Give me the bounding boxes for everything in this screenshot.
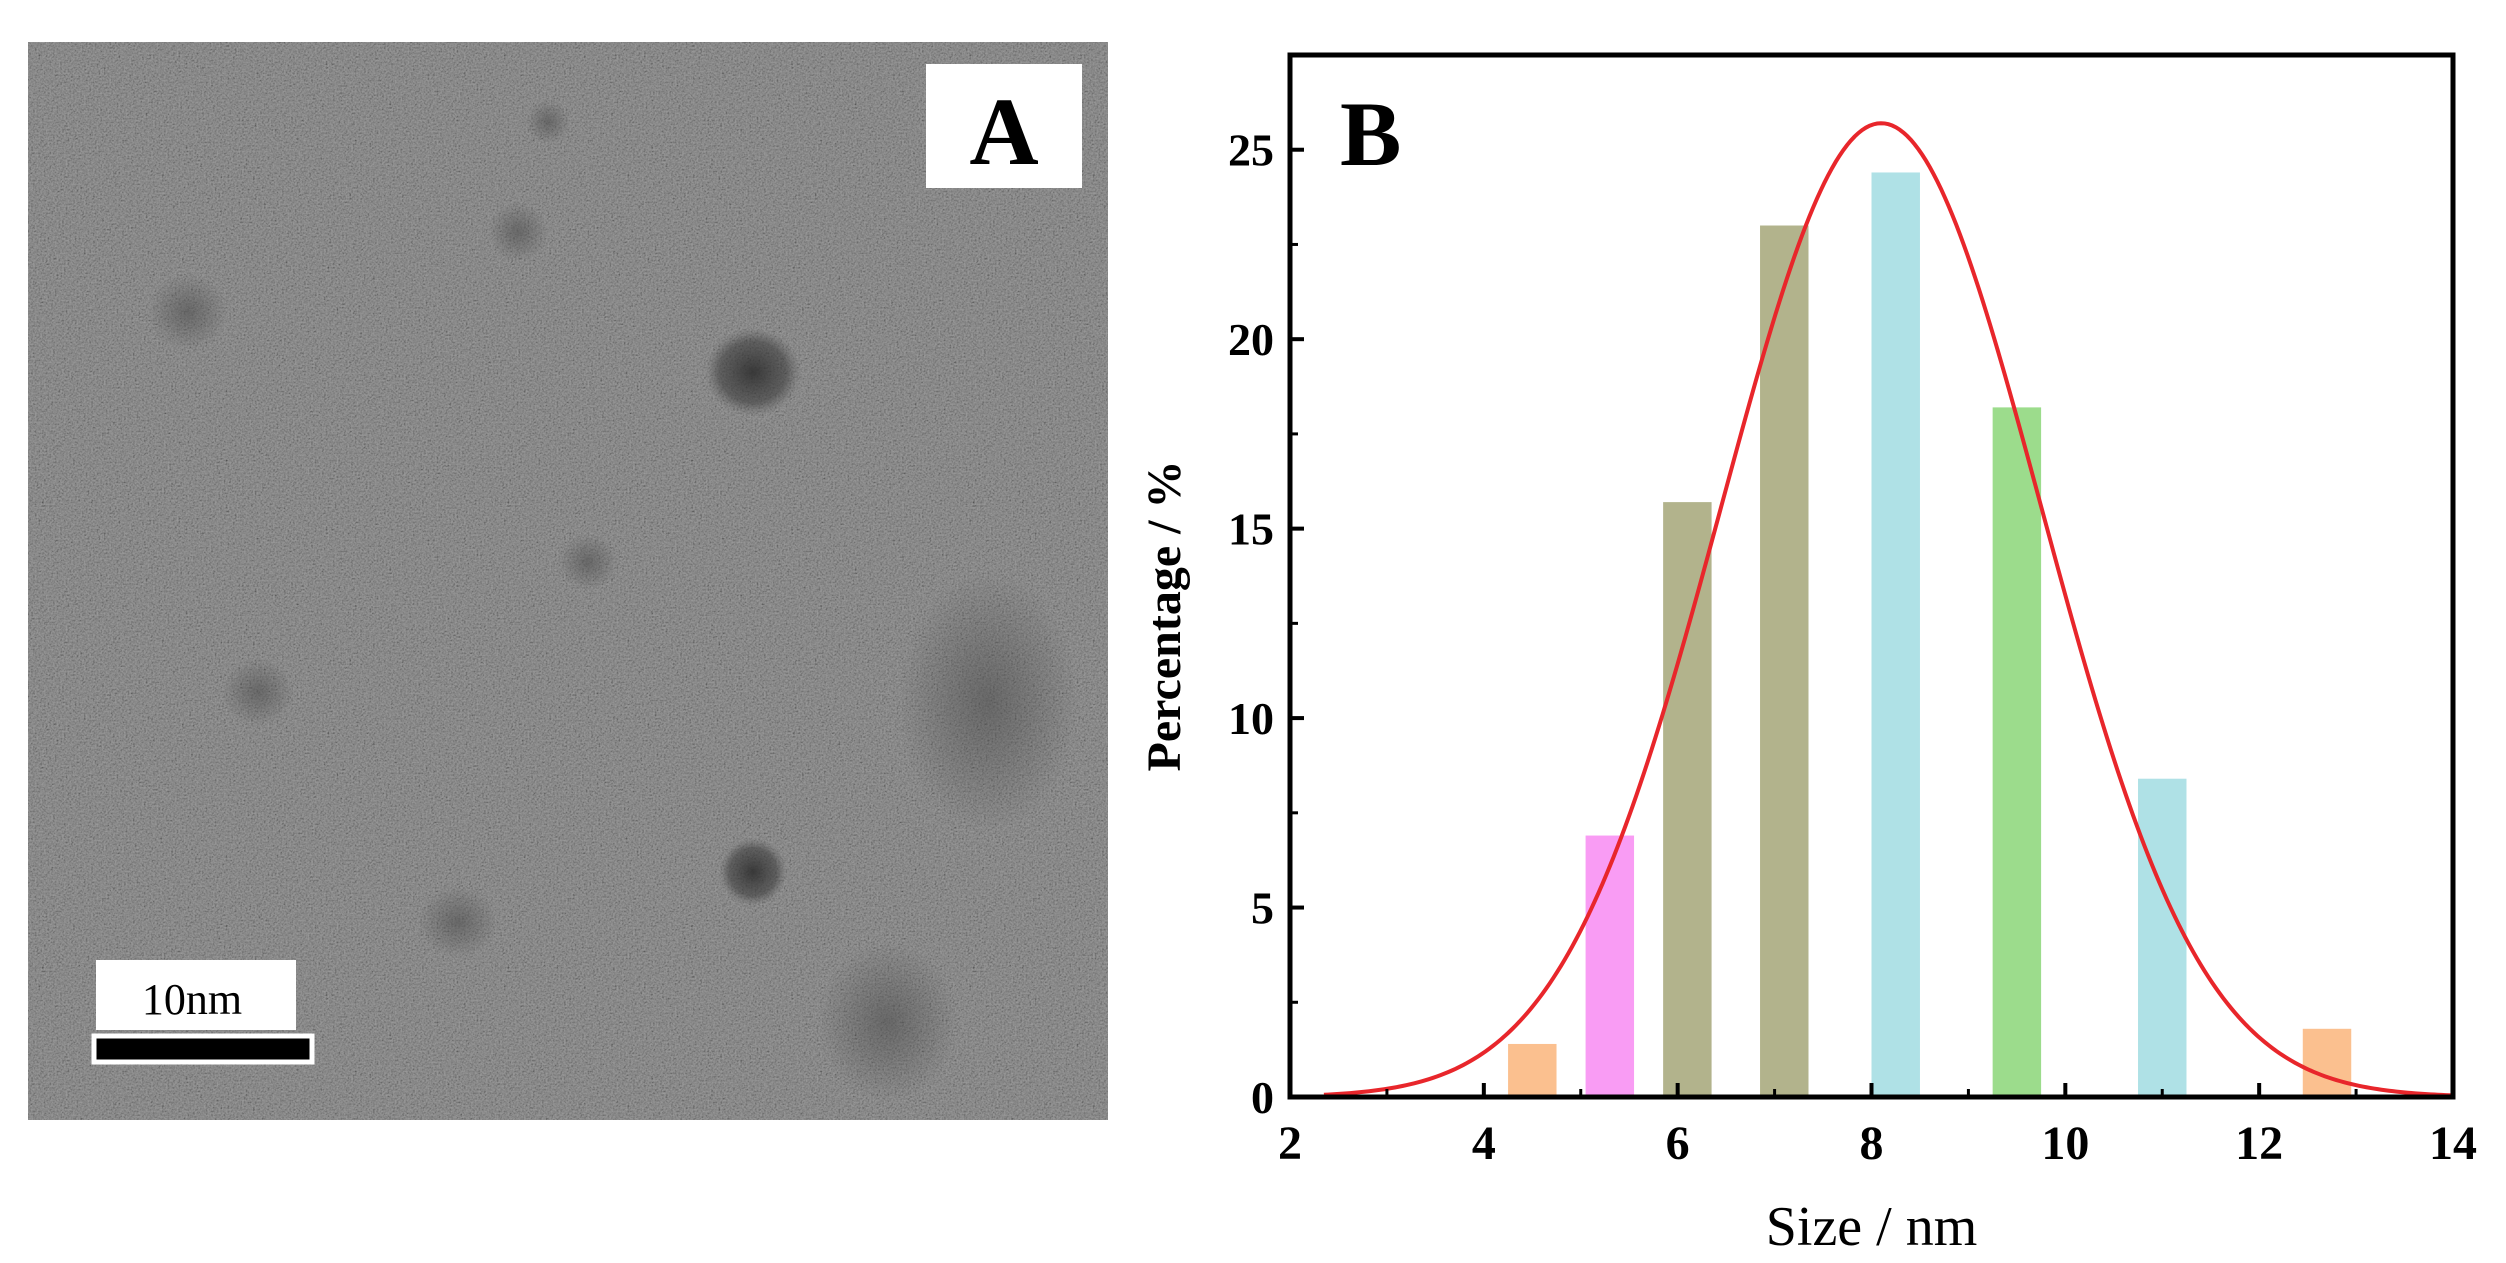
panel-a-label: A: [969, 78, 1038, 185]
x-tick-label: 14: [2429, 1117, 2477, 1170]
nanoparticle: [526, 100, 570, 144]
histogram-bar: [2302, 1028, 2352, 1097]
nanoparticle: [719, 838, 787, 906]
size-distribution-panel: 2 4 6 8 10 12 14 0 5 10 15 20 25 B Size / nm Percent…: [1120, 0, 2506, 1258]
nanoparticle: [558, 534, 618, 590]
nanoparticle: [705, 328, 801, 416]
y-tick-label: 20: [1228, 314, 1274, 365]
gaussian-fit-curve: [1323, 121, 2454, 1098]
histogram-bar: [1871, 172, 1920, 1098]
x-tick-label: 6: [1666, 1117, 1690, 1170]
scale-bar-text: 10nm: [142, 975, 242, 1024]
size-distribution-chart: 2 4 6 8 10 12 14 0 5 10 15 20 25 B Size / nm Percent…: [1138, 52, 2477, 1258]
histogram-bar: [1585, 835, 1635, 1097]
panel-b-label: B: [1340, 83, 1401, 185]
tem-image-panel: A 10nm: [28, 42, 1108, 1120]
histogram-bar: [2138, 778, 2187, 1097]
x-tick-label: 8: [1860, 1117, 1884, 1170]
histogram-bar: [1760, 225, 1809, 1097]
nanoparticle: [148, 274, 228, 350]
nanoparticle: [418, 886, 498, 958]
y-tick-label: 10: [1228, 693, 1274, 744]
histogram-bar: [1992, 407, 2042, 1097]
y-tick-label: 5: [1251, 883, 1274, 934]
nanoparticle: [898, 572, 1078, 832]
y-axis-label: Percentage / %: [1138, 461, 1191, 772]
histogram-bar: [1508, 1043, 1557, 1097]
nanoparticle: [488, 202, 548, 262]
x-tick-label: 10: [2041, 1117, 2089, 1170]
nanoparticle: [818, 942, 958, 1102]
nanoparticle: [222, 658, 294, 726]
x-tick-label: 4: [1472, 1117, 1496, 1170]
x-tick-label: 2: [1278, 1117, 1302, 1170]
scale-bar: [91, 1033, 315, 1065]
x-axis-label: Size / nm: [1766, 1196, 1978, 1258]
scale-bar-label-box: [96, 960, 296, 1030]
y-tick-label: 15: [1228, 504, 1274, 555]
y-tick-label: 25: [1228, 125, 1274, 176]
histogram-bar: [1663, 502, 1712, 1097]
panel-a-label-box: [926, 64, 1082, 188]
tem-micrograph: A 10nm: [28, 42, 1108, 1120]
x-tick-label: 12: [2235, 1117, 2283, 1170]
y-tick-label: 0: [1251, 1072, 1274, 1123]
